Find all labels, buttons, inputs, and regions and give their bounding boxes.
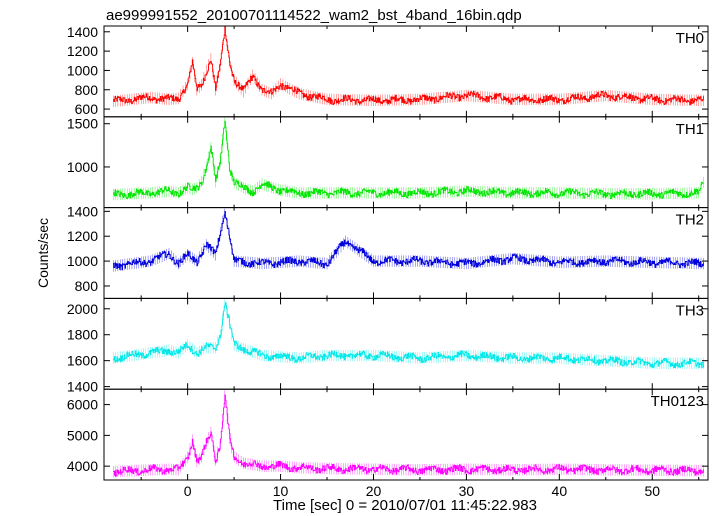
y-tick-label: 4000 [67, 458, 98, 474]
error-bars-th0123 [113, 390, 704, 478]
panel-frame [103, 297, 709, 390]
series-line-th2 [113, 210, 704, 271]
panel-th2: 800 1000 1200 1400 TH2 [67, 203, 709, 299]
y-tick-label: 1000 [67, 62, 98, 78]
y-tick-label: 1400 [67, 24, 98, 40]
y-tick-label: 1800 [67, 327, 98, 343]
y-tick-label: 1200 [67, 43, 98, 59]
error-bars-th0 [113, 27, 704, 108]
series-line-th0 [113, 26, 704, 106]
x-tick-label: 50 [644, 483, 660, 499]
panel-th0123: 4000 5000 6000 TH0123 [67, 388, 709, 481]
panel-label: TH0 [676, 30, 704, 47]
panel-label: TH1 [676, 121, 704, 138]
y-tick-label: 1400 [67, 379, 98, 395]
y-tick-label: 1500 [67, 116, 98, 132]
y-tick-label: 1200 [67, 228, 98, 244]
y-tick-label: 800 [75, 82, 99, 98]
x-tick-label: 30 [459, 483, 475, 499]
chart-title: ae999991552_20100701114522_wam2_bst_4ban… [106, 7, 522, 24]
error-bars-th1 [113, 117, 704, 201]
panel-th3: 1400 1600 1800 2000 TH3 [67, 297, 709, 395]
y-axis-label: Counts/sec [35, 218, 51, 288]
panel-label: TH3 [676, 302, 704, 319]
error-bars-th3 [113, 299, 704, 369]
x-tick-label: 0 [184, 483, 192, 499]
panel-th0: 600 800 1000 1200 1400 TH0 [67, 24, 709, 118]
y-tick-label: 6000 [67, 397, 98, 413]
y-tick-label: 800 [75, 278, 99, 294]
y-tick-label: 5000 [67, 427, 98, 443]
panel-frame [103, 207, 709, 299]
x-tick-label: 20 [366, 483, 382, 499]
y-tick-label: 600 [75, 101, 99, 117]
y-tick-label: 2000 [67, 301, 98, 317]
y-tick-label: 1400 [67, 203, 98, 219]
panel-label: TH0123 [651, 393, 704, 410]
error-bars-th2 [113, 208, 704, 272]
panel-frame [103, 388, 709, 481]
x-axis-label: Time [sec] 0 = 2010/07/01 11:45:22.983 [273, 497, 537, 514]
panel-label: TH2 [676, 212, 704, 229]
x-tick-label: 10 [273, 483, 289, 499]
y-tick-label: 1000 [67, 159, 98, 175]
panel-th1: 1000 1500 TH1 [67, 116, 709, 209]
x-tick-label: 40 [552, 483, 568, 499]
y-tick-label: 1000 [67, 253, 98, 269]
y-tick-label: 1600 [67, 353, 98, 369]
